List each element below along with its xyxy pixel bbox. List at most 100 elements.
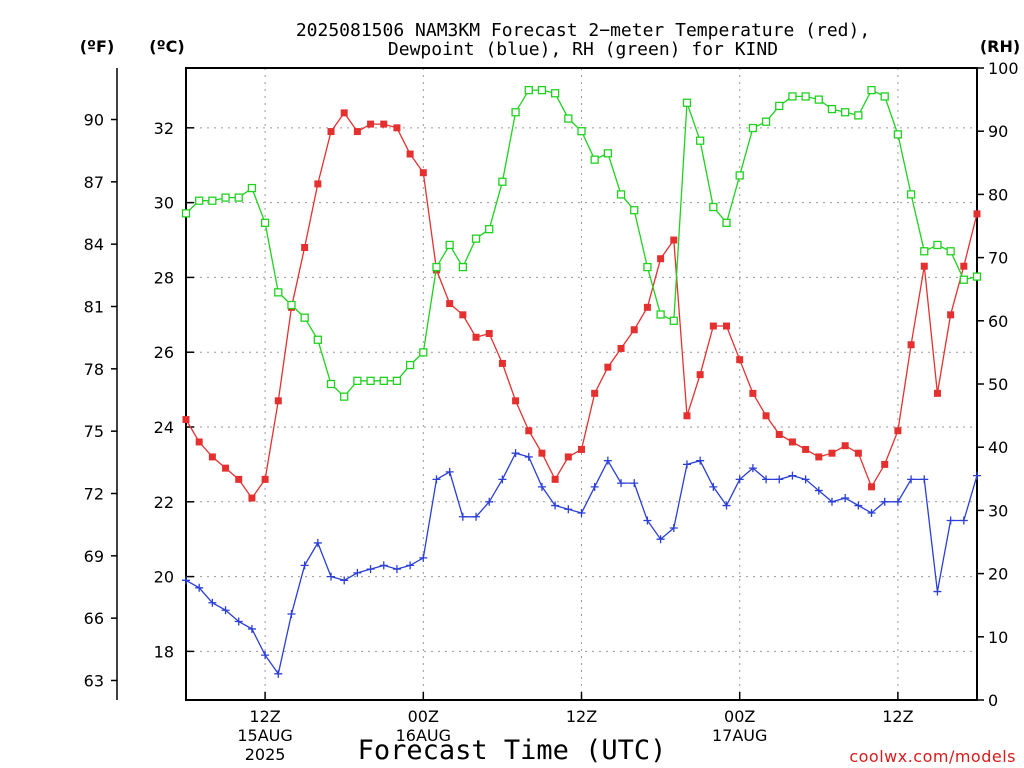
rh-point [906,190,916,199]
rh-point [300,313,309,322]
celsius-tick-label: 18 [154,642,174,661]
dewpoint-point [419,553,428,562]
chart-title-line-1: 2025081506 NAM3KM Forecast 2−meter Tempe… [296,20,870,41]
dewpoint-point [656,535,665,544]
fahrenheit-tick-label: 90 [84,111,104,130]
dewpoint-point [603,456,612,465]
dewpoint-point [907,475,916,484]
dewpoint-point [933,587,942,596]
dewpoint-point [485,497,494,506]
rh-tick-label: 80 [988,185,1008,204]
temperature-point [498,359,506,367]
dewpoint-point [379,561,388,570]
rh-tick-label: 60 [988,312,1008,331]
dewpoint-point [696,456,705,465]
temperature-point [683,412,691,420]
temperature-point [709,322,717,330]
dewpoint-point [643,516,652,525]
temperature-point [854,449,862,457]
temperature-point [222,464,230,472]
celsius-tick-label: 30 [154,194,174,213]
celsius-tick-label: 20 [154,568,174,587]
x-tick-label: 12Z [249,707,280,726]
temperature-point [485,330,493,338]
temperature-point [393,124,401,132]
rh-point [313,335,322,344]
fahrenheit-tick-label: 81 [84,298,104,317]
rh-point [933,240,942,250]
dewpoint-point [880,497,889,506]
rh-point [405,360,415,370]
dewpoint-point [564,505,573,514]
x-tick-label: 00Z [724,707,755,726]
temperature-point [551,475,559,483]
rh-point [972,272,982,281]
temperature-point [274,397,282,405]
x-tick-label: 17AUG [712,726,767,745]
temperature-point [933,389,941,397]
temperature-point [643,303,651,311]
rh-point [195,196,204,205]
dewpoint-point [524,452,533,461]
rh-point [761,117,771,126]
rh-point [260,218,270,227]
temperature-point [841,442,849,450]
temperature-point [419,169,427,177]
dewpoint-point [498,475,507,484]
temperature-point [367,120,375,128]
rh-point [669,316,678,325]
rh-point [590,155,599,164]
temperature-point [314,180,322,188]
rh-point [392,376,402,385]
rh-point [419,348,428,357]
temperature-point [868,483,876,491]
rh-point [722,218,731,227]
rh-point [656,310,665,319]
dewpoint-point [669,523,678,532]
dewpoint-point [511,449,520,458]
dewpoint-point [920,475,929,484]
temperature-point [828,449,836,457]
rh-point [221,193,230,202]
fahrenheit-tick-label: 69 [84,547,104,566]
rh-point [564,114,573,123]
dewpoint-point [287,609,296,618]
rh-tick-label: 30 [988,501,1008,520]
rh-point [788,92,797,101]
dewpoint-point [959,516,968,525]
rh-point [696,136,705,145]
dewpoint-point [472,512,481,521]
rh-point [550,89,560,98]
temperature-point [301,244,309,252]
dewpoint-point [709,482,718,491]
dewpoint-point [801,475,810,484]
fahrenheit-tick-label: 84 [84,235,104,254]
rh-point [353,376,362,385]
rh-point [946,247,955,256]
dewpoint-point [814,486,823,495]
dewpoint-point [208,598,217,607]
dewpoint-point [445,467,454,476]
rh-point [630,206,639,215]
rh-point [920,247,929,256]
dewpoint-point [432,475,441,484]
temperature-point [512,397,520,405]
rh-tick-label: 40 [988,438,1008,457]
dewpoint-point [551,501,560,510]
temperature-point [920,262,928,270]
rh-point [326,379,336,389]
rh-point [893,130,903,139]
rh-tick-label: 100 [988,59,1019,78]
temperature-point [248,494,256,502]
rh-unit-label: (RH) [980,37,1020,56]
dewpoint-point [722,501,731,510]
temperature-point [657,255,665,263]
fahrenheit-tick-label: 75 [84,422,104,441]
x-tick-label: 12Z [566,707,597,726]
temperature-point [591,389,599,397]
dewpoint-point [353,568,362,577]
rh-point [181,209,191,218]
x-tick-label: 00Z [408,707,439,726]
